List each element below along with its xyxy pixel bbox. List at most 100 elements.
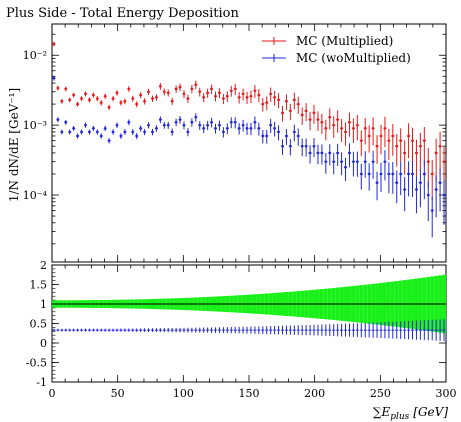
data-point (434, 188, 438, 191)
ratio-y-tick-label: -1 (36, 376, 47, 389)
data-point (245, 96, 249, 99)
data-point (151, 97, 154, 100)
data-point (155, 127, 158, 130)
data-point (375, 144, 379, 148)
data-point (127, 120, 131, 124)
data-point (190, 120, 194, 124)
data-point (229, 89, 233, 93)
data-point (442, 160, 446, 163)
data-point (344, 130, 347, 134)
data-point (356, 160, 359, 163)
data-point (332, 160, 336, 163)
x-tick-label: 100 (173, 387, 194, 400)
data-point (139, 93, 142, 97)
data-point (147, 123, 150, 127)
data-point (119, 101, 123, 104)
data-point (407, 134, 410, 138)
data-point (399, 139, 402, 142)
data-point (72, 127, 75, 130)
series-mc-multiplied (52, 41, 446, 201)
y-tick-label: 10⁻² (23, 49, 47, 62)
data-point (178, 118, 182, 121)
data-point (76, 134, 79, 138)
data-point (206, 91, 209, 95)
ratio-y-tick-label: -0.5 (26, 357, 47, 370)
data-point (300, 113, 304, 117)
data-point (328, 151, 332, 155)
data-point (359, 139, 363, 142)
data-point (194, 83, 198, 86)
data-point (379, 134, 383, 138)
data-point (190, 87, 194, 91)
data-point (88, 98, 91, 102)
data-point (198, 90, 202, 94)
data-point (371, 127, 375, 130)
data-point (64, 87, 68, 91)
data-point (336, 151, 339, 155)
data-point (60, 99, 64, 103)
ratio-y-tick-label: 2 (40, 259, 47, 272)
data-point (143, 130, 146, 134)
x-axis-label: ∑Eplus [GeV] (373, 405, 448, 422)
data-point (222, 130, 225, 134)
data-point (352, 160, 355, 163)
ratio-y-tick-label: 1.5 (30, 279, 48, 292)
data-point (178, 85, 182, 89)
data-point (214, 127, 217, 130)
data-point (289, 144, 292, 148)
data-point (68, 98, 72, 102)
data-point (332, 123, 336, 127)
legend-label: MC (woMultiplied) (296, 51, 411, 65)
series-mc-womultiplied (52, 75, 446, 238)
data-point (415, 151, 418, 155)
data-point (249, 94, 253, 98)
data-point (131, 97, 135, 100)
y-axis-label: 1/N dN/dE [GeV⁻¹] (7, 88, 21, 202)
data-point (162, 123, 166, 127)
data-point (135, 134, 139, 138)
data-point (316, 118, 320, 121)
data-point (300, 144, 304, 148)
data-point (198, 123, 202, 127)
data-point (222, 97, 225, 100)
data-point (312, 144, 316, 148)
data-point (103, 127, 107, 130)
data-point (253, 89, 257, 93)
data-point (434, 151, 438, 155)
data-point (316, 151, 320, 155)
data-point (383, 127, 387, 130)
data-point (147, 90, 150, 94)
data-point (395, 144, 399, 148)
data-point (131, 130, 135, 134)
data-point (84, 123, 87, 127)
data-point (182, 92, 186, 96)
x-tick-label: 250 (370, 387, 391, 400)
data-point (340, 160, 343, 163)
x-tick-label: 0 (49, 387, 56, 400)
data-point (399, 172, 402, 176)
ratio-y-tick-label: 0.5 (30, 318, 48, 331)
data-point (159, 84, 162, 88)
data-point (135, 102, 139, 106)
data-point (411, 172, 414, 176)
ratio-y-tick-label: 0 (40, 337, 47, 350)
data-point (430, 172, 434, 176)
data-point (419, 181, 422, 185)
data-point (419, 144, 422, 148)
data-point (88, 130, 91, 134)
data-point (356, 123, 359, 127)
data-point (293, 130, 296, 134)
data-point (423, 139, 426, 142)
data-point (281, 111, 284, 115)
data-point (391, 172, 395, 176)
data-point (257, 93, 261, 97)
data-point (320, 120, 324, 124)
data-point (371, 160, 375, 163)
data-point (324, 160, 328, 163)
data-point (166, 91, 170, 95)
data-point (226, 94, 229, 98)
data-point (426, 193, 430, 197)
data-point (210, 120, 213, 124)
data-point (328, 115, 332, 119)
